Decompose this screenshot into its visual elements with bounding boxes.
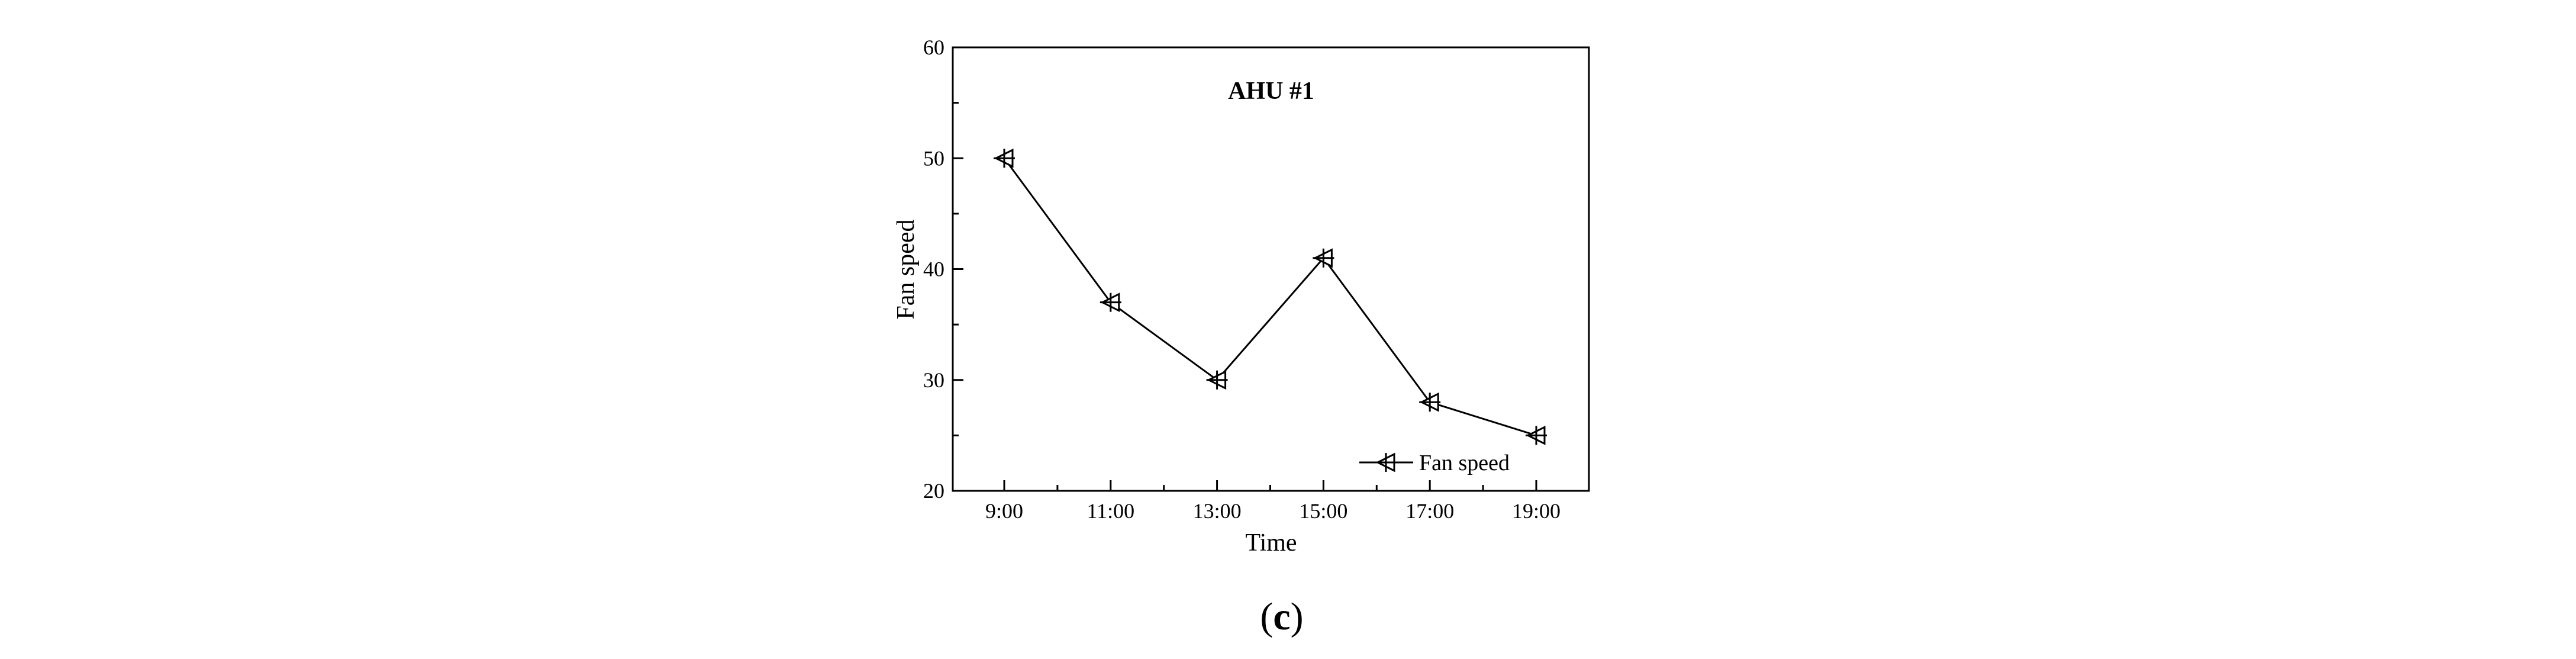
x-axis-title: Time — [1245, 529, 1297, 557]
legend-label: Fan speed — [1419, 451, 1510, 475]
data-point — [1100, 292, 1121, 313]
plot-frame — [952, 46, 1590, 492]
x-tick-label: 17:00 — [1405, 499, 1454, 523]
caption-open: ( — [1260, 595, 1273, 638]
y-tick-label: 30 — [923, 368, 944, 392]
legend: Fan speed — [1359, 451, 1510, 475]
caption-letter: c — [1273, 595, 1290, 638]
chart-title: AHU #1 — [1228, 78, 1314, 105]
data-point — [1526, 425, 1547, 445]
x-tick-label: 11:00 — [1087, 499, 1134, 523]
y-tick-label: 40 — [923, 258, 944, 281]
series-line — [1003, 157, 1537, 436]
y-tick-label: 20 — [923, 479, 944, 503]
y-tick-label: 50 — [923, 146, 944, 170]
x-tick-label: 13:00 — [1193, 499, 1242, 523]
caption-close: ) — [1291, 595, 1304, 638]
x-tick-label: 15:00 — [1299, 499, 1347, 523]
data-point — [1313, 248, 1334, 268]
y-axis: 20 30 40 50 60 — [923, 36, 963, 503]
series-layer — [994, 148, 1547, 445]
data-point — [994, 148, 1015, 168]
y-tick-label: 60 — [923, 36, 944, 59]
data-point — [1206, 370, 1228, 390]
legend-marker — [1375, 452, 1397, 472]
x-tick-label: 19:00 — [1512, 499, 1561, 523]
y-axis-title: Fan speed — [892, 219, 920, 319]
x-axis: 9:00 11:00 13:00 15:00 17:00 19:00 — [985, 480, 1561, 523]
x-tick-label: 9:00 — [985, 499, 1023, 523]
legend-marker-symbol — [1375, 452, 1397, 472]
figure-caption: (c) — [1260, 595, 1303, 638]
data-point — [1419, 392, 1441, 412]
